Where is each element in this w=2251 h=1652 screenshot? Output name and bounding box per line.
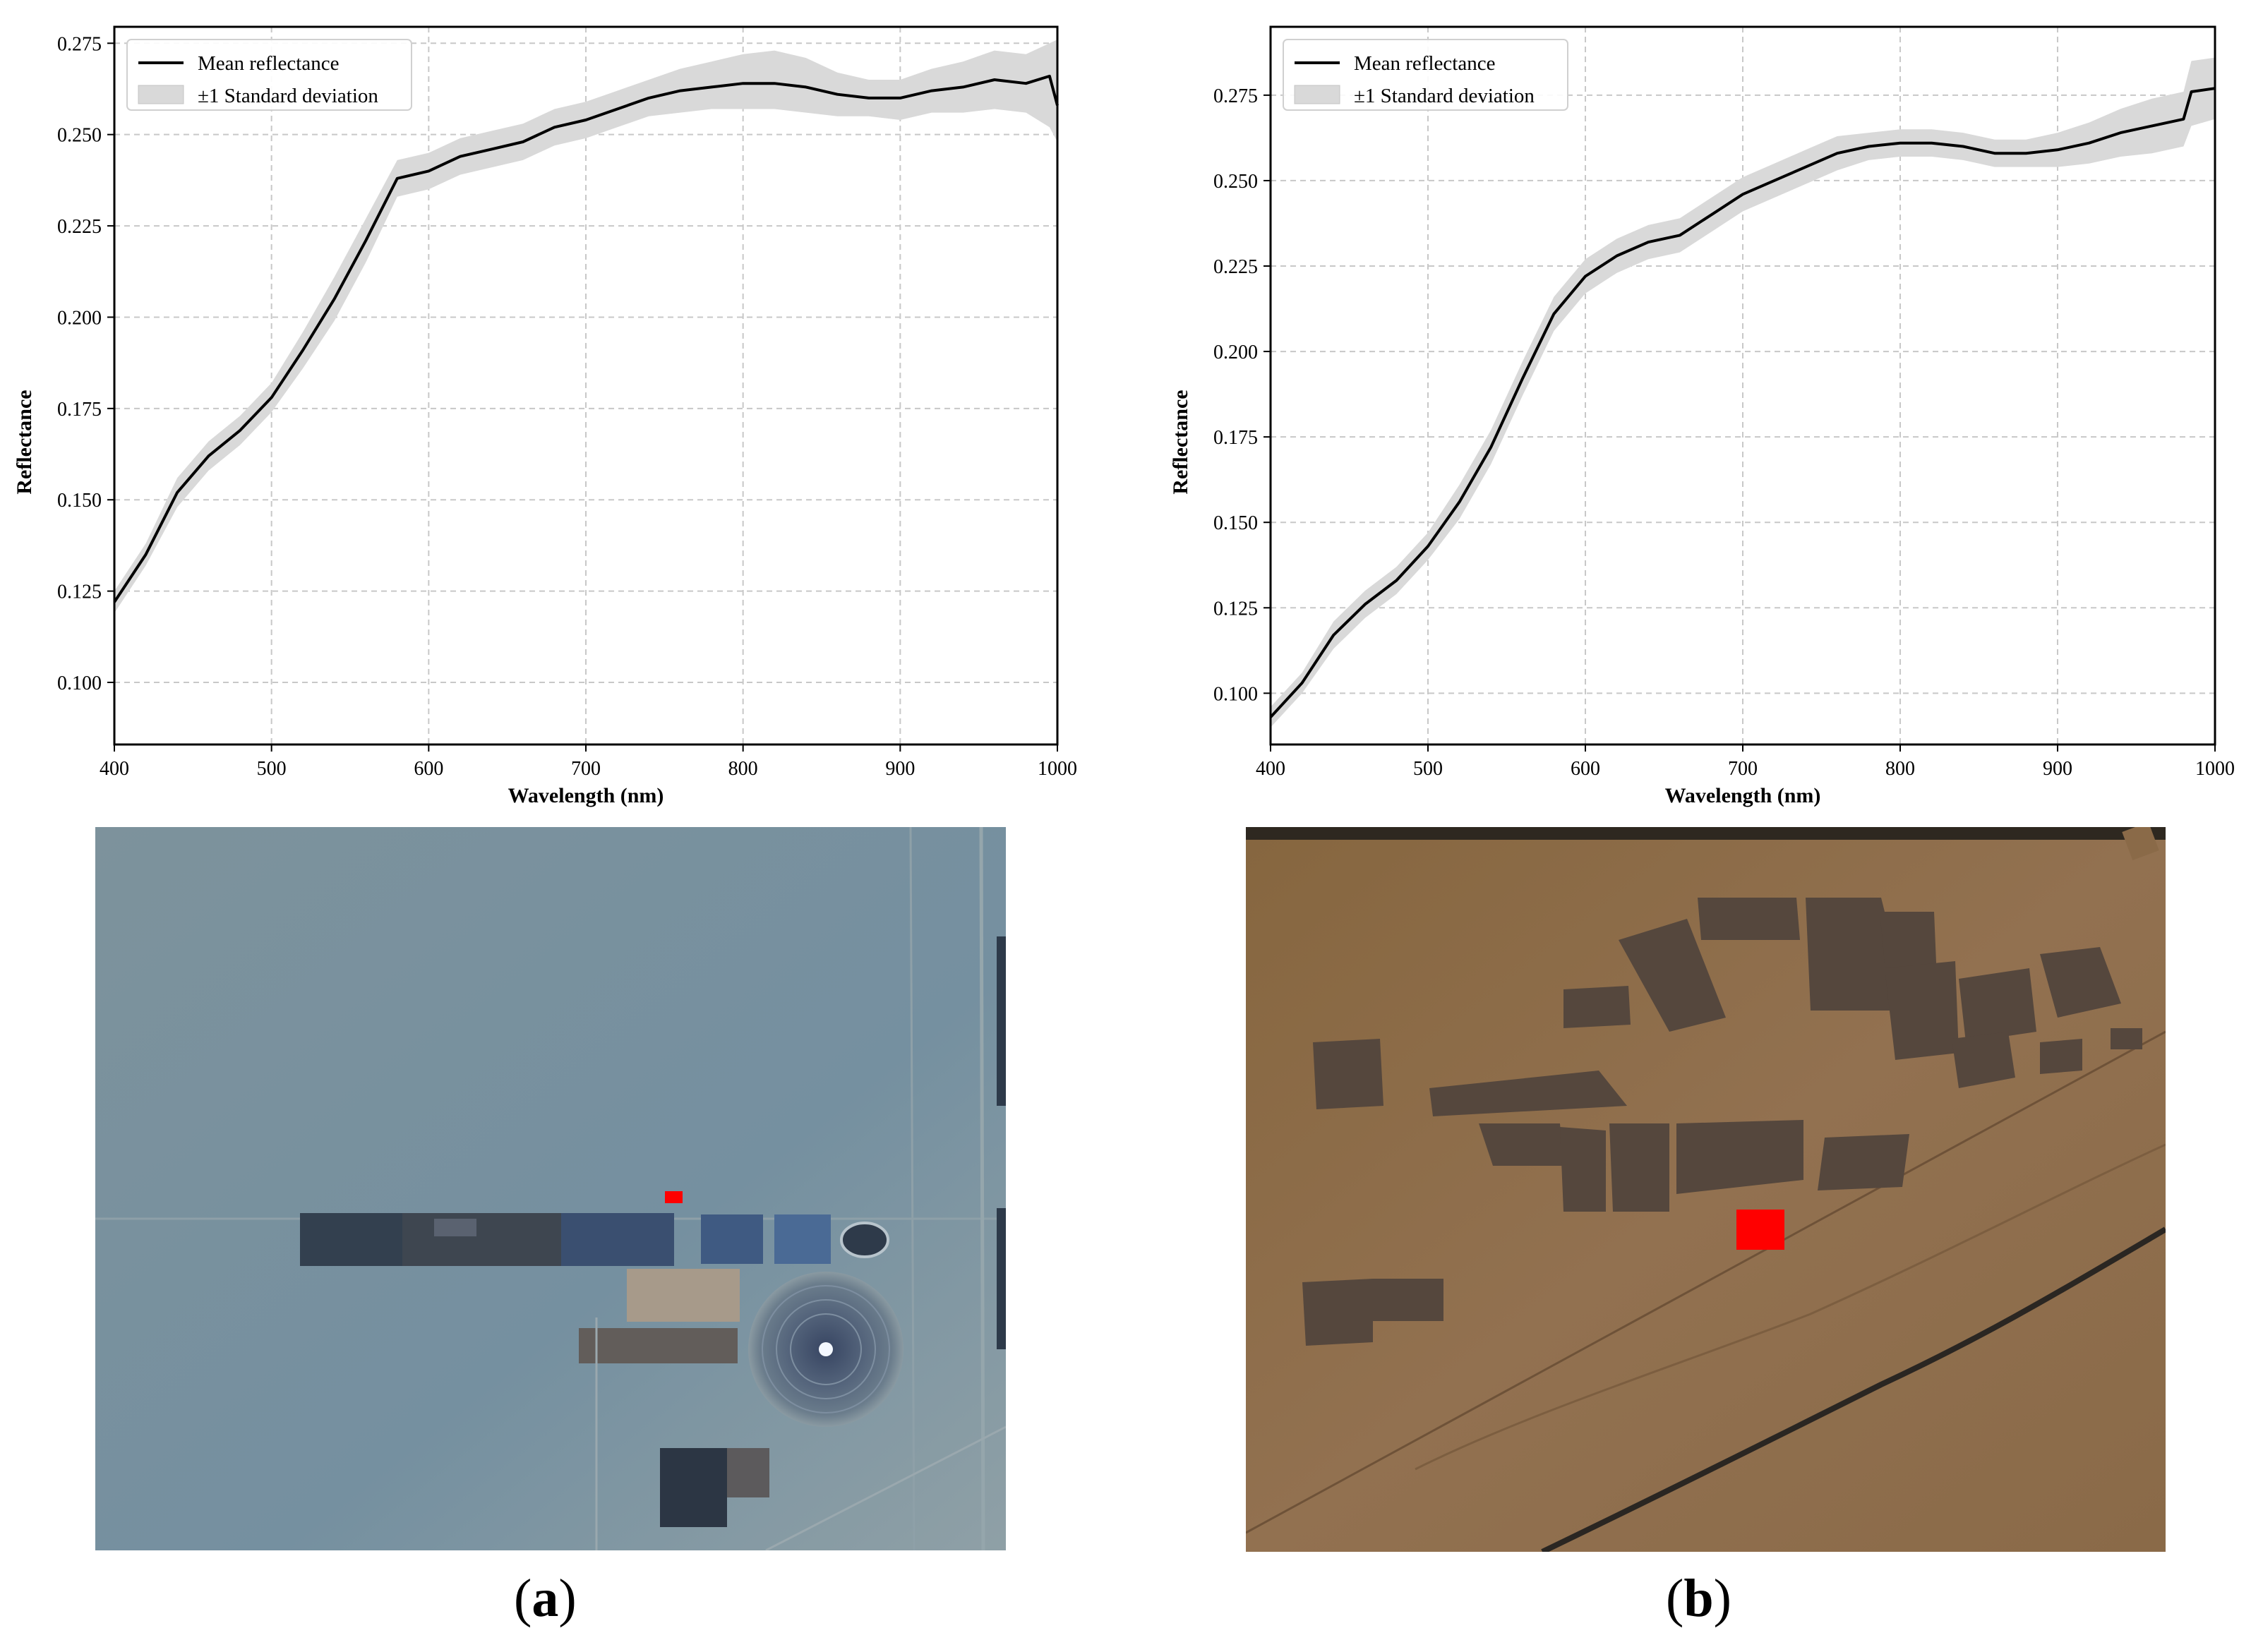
- reflectance-chart-a: 400 500 600 700 800 900 1000 0.100 0.125 0.150 0.1…: [13, 25, 1077, 807]
- x-tick-label: 800: [728, 758, 758, 780]
- mean-reflectance-line: [113, 74, 1059, 603]
- caption-a: (a): [514, 1569, 577, 1628]
- y-axis-title: Reflectance: [13, 390, 36, 494]
- y-tick-label: 0.100: [1213, 683, 1258, 705]
- y-tick-label: 0.175: [57, 399, 102, 421]
- satellite-image-a: [95, 827, 1006, 1550]
- x-tick-label: 900: [2043, 758, 2072, 780]
- y-tick-label: 0.275: [57, 33, 102, 55]
- legend-std-swatch: [138, 85, 184, 104]
- y-tick-label: 0.225: [57, 216, 102, 238]
- satellite-image-b: [1246, 827, 2166, 1552]
- x-tick-label: 600: [1571, 758, 1600, 780]
- x-tick-label: 1000: [1038, 758, 1077, 780]
- roi-marker-b: [1736, 1210, 1784, 1250]
- y-tick-label: 0.225: [1213, 256, 1258, 278]
- legend-mean-label: Mean reflectance: [1354, 52, 1495, 75]
- y-tick-label: 0.150: [57, 490, 102, 512]
- plot-frame: [1269, 25, 2216, 746]
- y-tick-label: 0.100: [57, 673, 102, 694]
- x-tick-label: 700: [571, 758, 601, 780]
- std-band: [114, 40, 1057, 613]
- x-tick-label: 600: [414, 758, 443, 780]
- y-tick-label: 0.275: [1213, 85, 1258, 107]
- mean-reflectance-line: [1269, 87, 2216, 718]
- y-tick-label: 0.250: [57, 125, 102, 147]
- x-tick-label: 500: [257, 758, 287, 780]
- y-tick-label: 0.150: [1213, 512, 1258, 534]
- x-tick-label: 400: [1256, 758, 1285, 780]
- legend-mean-label: Mean reflectance: [198, 52, 339, 75]
- x-axis-title: Wavelength (nm): [1665, 784, 1821, 807]
- x-tick-label: 900: [885, 758, 915, 780]
- legend-std-swatch: [1294, 85, 1340, 104]
- y-tick-label: 0.250: [1213, 171, 1258, 193]
- y-tick-label: 0.125: [57, 581, 102, 603]
- y-tick-label: 0.175: [1213, 427, 1258, 449]
- y-tick-label: 0.125: [1213, 598, 1258, 620]
- y-tick-label: 0.200: [1213, 342, 1258, 363]
- x-tick-label: 400: [100, 758, 129, 780]
- roi-marker-a: [665, 1191, 683, 1203]
- legend-box: [1283, 39, 1568, 111]
- legend-std-label: ±1 Standard deviation: [198, 85, 378, 107]
- reflectance-chart-b: 400 500 600 700 800 900 1000 0.100 0.125 0.150 0.1…: [1169, 25, 2235, 807]
- x-axis-title: Wavelength (nm): [508, 784, 664, 807]
- x-tick-label: 700: [1728, 758, 1758, 780]
- panel-block: [300, 1213, 402, 1266]
- x-tick-label: 800: [1885, 758, 1915, 780]
- plot-frame: [113, 25, 1059, 746]
- y-axis-title: Reflectance: [1169, 390, 1192, 494]
- y-tick-label: 0.200: [57, 307, 102, 329]
- std-band: [1271, 57, 2215, 728]
- x-tick-label: 500: [1413, 758, 1443, 780]
- legend-std-label: ±1 Standard deviation: [1354, 85, 1535, 107]
- x-tick-label: 1000: [2195, 758, 2235, 780]
- legend-box: [126, 39, 412, 111]
- caption-b: (b): [1666, 1569, 1731, 1628]
